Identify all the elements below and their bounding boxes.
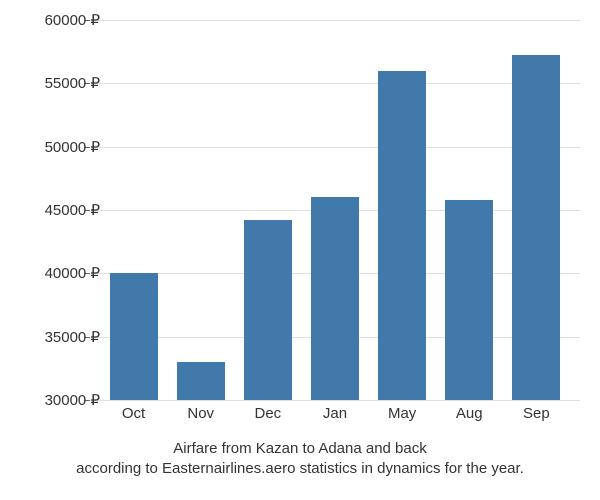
y-axis-label: 50000 ₽ — [45, 138, 100, 156]
x-axis-label: Aug — [445, 405, 493, 422]
caption-line-1: Airfare from Kazan to Adana and back — [0, 440, 600, 457]
y-axis-label: 60000 ₽ — [45, 11, 100, 29]
x-axis-labels: Oct Nov Dec Jan May Aug Sep — [90, 405, 580, 422]
y-axis-label: 40000 ₽ — [45, 264, 100, 282]
chart-container: 30000 ₽35000 ₽40000 ₽45000 ₽50000 ₽55000… — [0, 0, 600, 500]
y-axis-label: 45000 ₽ — [45, 201, 100, 219]
bar — [110, 273, 158, 400]
y-axis-label: 55000 ₽ — [45, 74, 100, 92]
x-axis-label: Sep — [512, 405, 560, 422]
x-axis-label: May — [378, 405, 426, 422]
x-axis-label: Dec — [244, 405, 292, 422]
bar — [512, 55, 560, 400]
caption-line-2: according to Easternairlines.aero statis… — [0, 460, 600, 477]
bar — [311, 197, 359, 400]
x-axis-label: Oct — [110, 405, 158, 422]
x-axis-label: Jan — [311, 405, 359, 422]
y-axis-label: 35000 ₽ — [45, 328, 100, 346]
bar — [177, 362, 225, 400]
gridline — [90, 400, 580, 401]
bar — [244, 220, 292, 400]
x-axis-label: Nov — [177, 405, 225, 422]
bar — [445, 200, 493, 400]
bars-area — [90, 20, 580, 400]
bar — [378, 71, 426, 400]
plot-area — [90, 20, 580, 400]
